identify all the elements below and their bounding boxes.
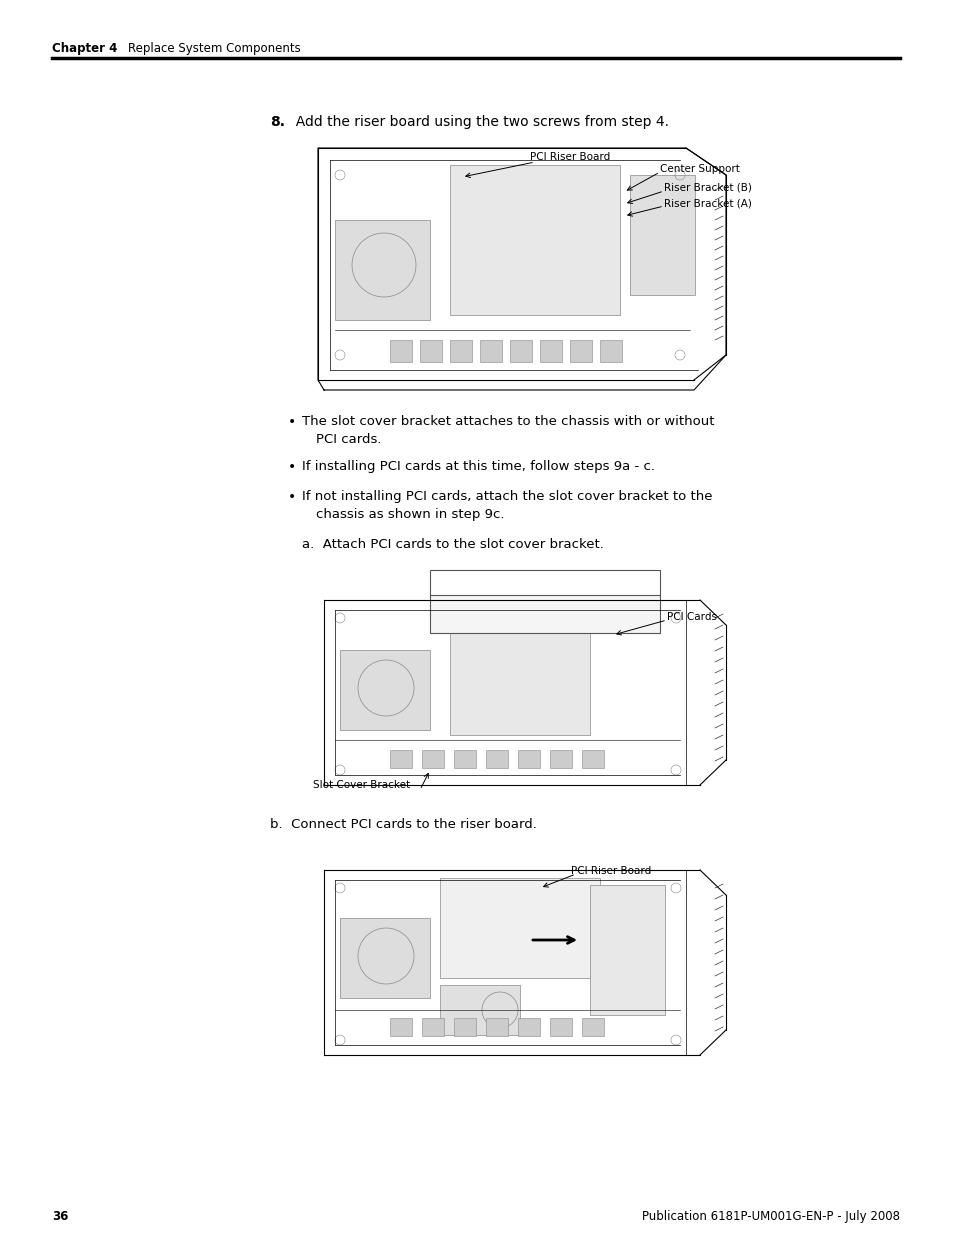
Bar [335, 220, 430, 320]
Text: PCI Cards: PCI Cards [666, 613, 717, 622]
Text: Slot Cover Bracket: Slot Cover Bracket [313, 781, 410, 790]
Bar [339, 650, 430, 730]
Bar [569, 340, 592, 362]
Bar [421, 750, 443, 768]
Text: If not installing PCI cards, attach the slot cover bracket to the: If not installing PCI cards, attach the … [302, 490, 712, 503]
Bar [479, 340, 501, 362]
Text: •: • [288, 490, 296, 504]
Bar [450, 165, 619, 315]
Text: If installing PCI cards at this time, follow steps 9a - c.: If installing PCI cards at this time, fo… [302, 459, 655, 473]
Text: Riser Bracket (A): Riser Bracket (A) [663, 198, 751, 207]
Text: 36: 36 [52, 1210, 69, 1223]
Bar [599, 340, 621, 362]
Bar [430, 593, 659, 634]
Text: The slot cover bracket attaches to the chassis with or without: The slot cover bracket attaches to the c… [302, 415, 714, 429]
Bar [450, 340, 472, 362]
Text: Publication 6181P-UM001G-EN-P - July 2008: Publication 6181P-UM001G-EN-P - July 200… [641, 1210, 899, 1223]
Bar [517, 750, 539, 768]
Text: •: • [288, 459, 296, 474]
Bar [439, 986, 519, 1035]
Text: chassis as shown in step 9c.: chassis as shown in step 9c. [315, 508, 504, 521]
Bar [454, 750, 476, 768]
Text: Center Support: Center Support [659, 164, 740, 174]
Bar [539, 340, 561, 362]
Bar [313, 590, 729, 800]
Bar [450, 615, 589, 735]
Bar [419, 340, 441, 362]
Bar [589, 885, 664, 1015]
Bar [430, 571, 659, 595]
Bar [485, 1018, 507, 1036]
Bar [313, 860, 729, 1070]
Bar [581, 750, 603, 768]
Bar [454, 1018, 476, 1036]
Bar [390, 750, 412, 768]
Bar [550, 750, 572, 768]
Bar [390, 340, 412, 362]
Bar [629, 175, 695, 295]
Bar [510, 340, 532, 362]
Bar [339, 918, 430, 998]
Text: a.  Attach PCI cards to the slot cover bracket.: a. Attach PCI cards to the slot cover br… [302, 538, 603, 551]
Text: Replace System Components: Replace System Components [128, 42, 300, 56]
Text: Chapter 4: Chapter 4 [52, 42, 117, 56]
Bar [421, 1018, 443, 1036]
Bar [439, 878, 599, 978]
Bar [550, 1018, 572, 1036]
Bar [485, 750, 507, 768]
Text: PCI Riser Board: PCI Riser Board [571, 866, 651, 876]
Text: •: • [288, 415, 296, 429]
Text: PCI Riser Board: PCI Riser Board [530, 152, 610, 162]
Bar [313, 140, 729, 395]
Bar [390, 1018, 412, 1036]
Text: Add the riser board using the two screws from step 4.: Add the riser board using the two screws… [287, 115, 668, 128]
Text: 8.: 8. [270, 115, 285, 128]
Text: b.  Connect PCI cards to the riser board.: b. Connect PCI cards to the riser board. [270, 818, 537, 831]
Text: Riser Bracket (B): Riser Bracket (B) [663, 183, 751, 193]
Text: PCI cards.: PCI cards. [315, 433, 381, 446]
Bar [581, 1018, 603, 1036]
Bar [517, 1018, 539, 1036]
